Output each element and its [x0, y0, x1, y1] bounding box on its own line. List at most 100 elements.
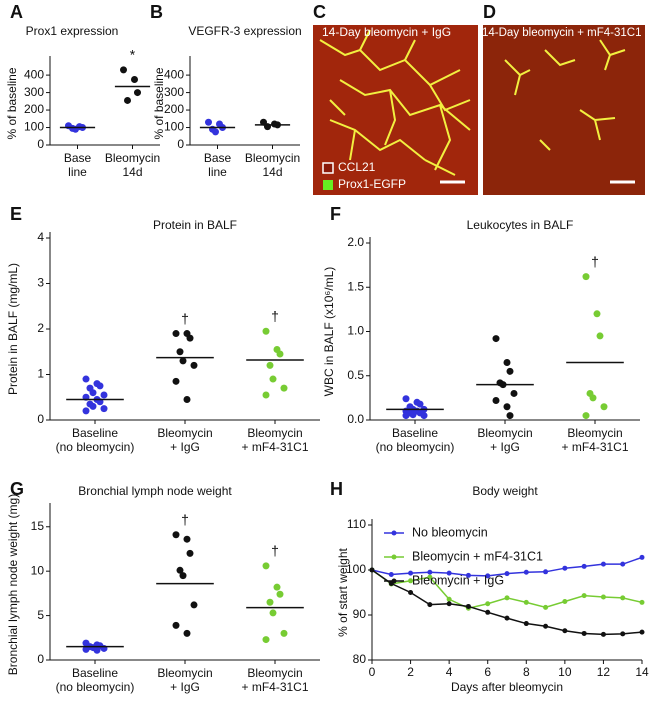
legend-label: Bleomycin + IgG: [412, 573, 504, 587]
x-tick-label: 0: [369, 665, 376, 679]
y-tick-label: 0.0: [347, 412, 364, 426]
x-tick-label: (no bleomycin): [376, 440, 455, 454]
data-point: [465, 603, 471, 609]
data-point: [639, 599, 645, 605]
significance-marker: †: [181, 511, 189, 527]
data-point: [212, 128, 219, 136]
significance-marker: *: [130, 47, 136, 63]
data-point: [620, 595, 626, 601]
data-point: [523, 569, 529, 575]
data-point: [581, 593, 587, 599]
data-point: [269, 609, 277, 617]
y-tick-label: 110: [347, 517, 366, 531]
y-tick-label: 0: [37, 412, 44, 426]
data-point: [408, 578, 414, 584]
data-point: [581, 630, 587, 636]
x-tick-label: line: [208, 165, 227, 179]
data-point: [510, 389, 518, 397]
data-point: [262, 327, 270, 335]
significance-marker: †: [181, 310, 189, 326]
data-point: [82, 375, 90, 383]
data-point: [183, 396, 191, 404]
data-point: [172, 377, 180, 385]
data-point: [388, 572, 394, 577]
data-point: [582, 412, 590, 420]
x-axis-label: Days after bleomycin: [451, 680, 563, 694]
data-point: [134, 89, 141, 97]
data-point: [190, 601, 198, 609]
y-tick-label: 4: [37, 230, 44, 244]
y-tick-label: 100: [164, 120, 184, 134]
significance-marker: †: [271, 543, 279, 559]
data-point: [504, 615, 510, 621]
data-point: [262, 562, 270, 570]
chart-title: VEGFR-3 expression: [188, 24, 301, 38]
data-point: [186, 549, 194, 557]
data-point: [503, 358, 511, 366]
data-point: [562, 565, 568, 571]
data-point: [562, 628, 568, 634]
image-title: 14-Day bleomycin + IgG: [322, 25, 451, 39]
panel-letter: A: [10, 2, 23, 22]
y-tick-label: 300: [24, 85, 44, 99]
x-tick-label: Base: [64, 151, 92, 165]
data-point: [523, 621, 529, 627]
data-point: [266, 598, 274, 606]
legend-swatch: [391, 578, 397, 584]
data-point: [543, 604, 549, 610]
data-point: [596, 332, 604, 340]
data-point: [600, 561, 606, 567]
data-point: [446, 601, 452, 607]
data-point: [485, 609, 491, 615]
data-point: [446, 596, 452, 602]
y-tick-label: 0: [177, 137, 184, 151]
y-tick-label: 2: [37, 321, 44, 335]
y-axis-label: % of start weight: [336, 547, 350, 636]
data-point: [485, 573, 491, 579]
y-tick-label: 90: [353, 607, 367, 621]
data-point: [427, 574, 433, 580]
y-tick-label: 200: [24, 102, 44, 116]
data-point: [172, 621, 180, 629]
data-point: [96, 382, 104, 390]
x-tick-label: Base: [204, 151, 232, 165]
y-tick-label: 1: [37, 367, 44, 381]
image-title: 14-Day bleomycin + mF4-31C1: [482, 27, 641, 39]
x-tick-label: 4: [446, 665, 453, 679]
data-point: [589, 394, 597, 402]
data-point: [408, 570, 414, 576]
data-point: [276, 350, 284, 358]
x-tick-label: 14d: [122, 165, 142, 179]
data-point: [600, 594, 606, 600]
data-point: [485, 601, 491, 607]
data-point: [89, 389, 97, 397]
data-point: [523, 599, 529, 605]
data-point: [176, 348, 184, 356]
y-tick-label: 3: [37, 276, 44, 290]
data-point: [593, 310, 601, 318]
legend-label: No bleomycin: [412, 525, 488, 539]
x-tick-label: 8: [523, 665, 530, 679]
x-tick-label: Bleomycin: [245, 151, 300, 165]
data-point: [280, 629, 288, 637]
data-point: [416, 400, 424, 408]
y-axis-label: Bronchial lymph node weight (mg): [6, 494, 20, 675]
y-tick-label: 5: [37, 608, 44, 622]
y-tick-label: 2.0: [347, 235, 364, 249]
y-tick-label: 10: [31, 563, 45, 577]
x-tick-label: Baseline: [72, 426, 118, 440]
x-tick-label: Bleomycin: [157, 426, 212, 440]
x-tick-label: Bleomycin: [157, 666, 212, 680]
x-tick-label: (no bleomycin): [56, 440, 135, 454]
legend-label: Bleomycin + mF4-31C1: [412, 549, 543, 563]
panel-letter: F: [330, 204, 341, 224]
data-point: [179, 572, 187, 580]
x-tick-label: 6: [484, 665, 491, 679]
y-axis-label: % of baseline: [152, 67, 166, 139]
panel-letter: E: [10, 204, 22, 224]
data-point: [172, 531, 180, 539]
x-tick-label: Bleomycin: [247, 666, 302, 680]
x-tick-label: 14d: [262, 165, 282, 179]
y-axis-label: % of baseline: [5, 67, 19, 139]
